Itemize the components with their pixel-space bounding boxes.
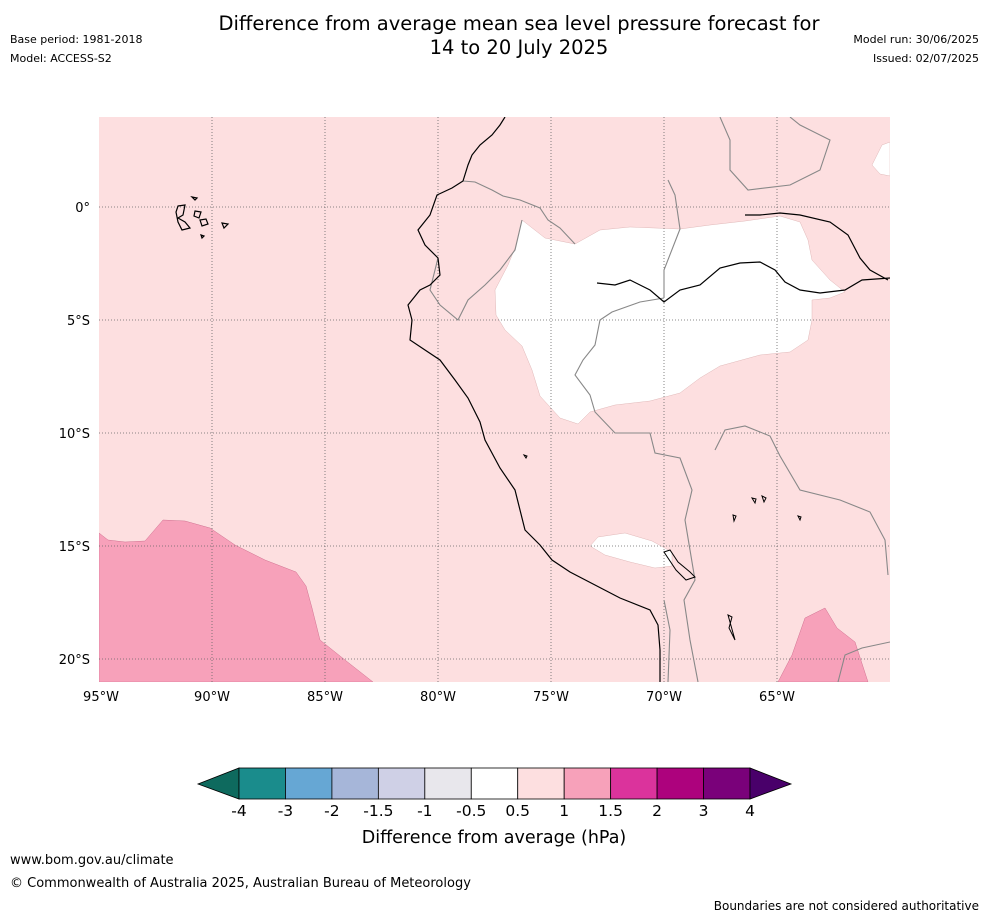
colorbar-tick-label: 2 bbox=[652, 802, 662, 820]
near-zero-region-titicaca bbox=[589, 532, 673, 569]
longitude-tick-labels: 95°W 90°W 85°W 80°W 75°W 70°W 65°W bbox=[83, 690, 795, 705]
colorbar-cell bbox=[470, 767, 519, 800]
lat-tick-label: 10°S bbox=[59, 427, 90, 442]
colorbar-tick-label: 0.5 bbox=[505, 802, 530, 820]
map-title-line-1: Difference from average mean sea level p… bbox=[218, 12, 820, 35]
colorbar-tick-labels: -4 -3 -2 -1.5 -1 -0.5 0.5 1 1.5 2 3 4 bbox=[231, 802, 755, 820]
colorbar-cell bbox=[285, 767, 333, 800]
colorbar-tick-label: 4 bbox=[745, 802, 755, 820]
map-panel bbox=[99, 117, 890, 682]
boundary-disclaimer: Boundaries are not considered authoritat… bbox=[713, 899, 979, 913]
lat-tick-label: 0° bbox=[75, 201, 90, 216]
issued-text: Issued: 02/07/2025 bbox=[872, 52, 979, 65]
base-period-text: Base period: 1981-2018 bbox=[10, 33, 143, 46]
colorbar: -4 -3 -2 -1.5 -1 -0.5 0.5 1 1.5 2 3 4 Difference fr… bbox=[196, 767, 793, 848]
lon-tick-label: 90°W bbox=[194, 690, 230, 705]
lon-tick-label: 95°W bbox=[83, 690, 119, 705]
lat-tick-label: 20°S bbox=[59, 653, 90, 668]
colorbar-tick-label: 3 bbox=[699, 802, 709, 820]
lon-tick-label: 70°W bbox=[646, 690, 682, 705]
colorbar-cell bbox=[517, 767, 565, 800]
lon-tick-label: 65°W bbox=[759, 690, 795, 705]
lon-tick-label: 80°W bbox=[420, 690, 456, 705]
colorbar-tick-label: -3 bbox=[278, 802, 293, 820]
colorbar-cell bbox=[377, 767, 426, 800]
map-gridlines bbox=[99, 117, 890, 682]
positive-anomaly-region-pacific bbox=[99, 519, 374, 682]
colorbar-tick-label: 1 bbox=[559, 802, 569, 820]
lon-tick-label: 75°W bbox=[533, 690, 569, 705]
colorbar-tick-label: -4 bbox=[231, 802, 246, 820]
model-run-text: Model run: 30/06/2025 bbox=[853, 33, 979, 46]
positive-anomaly-region-argentina bbox=[777, 607, 869, 682]
colorbar-cell bbox=[563, 767, 612, 800]
colorbar-cell bbox=[656, 767, 704, 800]
map-title-line-2: 14 to 20 July 2025 bbox=[429, 36, 609, 59]
colorbar-tick-label: -1.5 bbox=[363, 802, 393, 820]
colorbar-tick-label: 1.5 bbox=[598, 802, 623, 820]
lat-tick-label: 5°S bbox=[67, 314, 90, 329]
colorbar-tick-label: -1 bbox=[417, 802, 432, 820]
coastlines bbox=[407, 117, 890, 682]
lon-tick-label: 85°W bbox=[307, 690, 343, 705]
colorbar-cell bbox=[703, 767, 751, 800]
model-text: Model: ACCESS-S2 bbox=[10, 52, 112, 65]
colorbar-tick-label: -0.5 bbox=[456, 802, 486, 820]
lat-tick-label: 15°S bbox=[59, 540, 90, 555]
colorbar-high-extend bbox=[749, 767, 793, 800]
bom-url-link[interactable]: www.bom.gov.au/climate bbox=[10, 853, 174, 868]
colorbar-label: Difference from average (hPa) bbox=[362, 828, 627, 848]
near-zero-region-northeast bbox=[871, 141, 890, 177]
copyright-text: © Commonwealth of Australia 2025, Austra… bbox=[10, 876, 471, 891]
colorbar-low-extend bbox=[196, 767, 240, 800]
colorbar-cell bbox=[610, 767, 658, 800]
colorbar-cell bbox=[424, 767, 472, 800]
galapagos-islands bbox=[175, 196, 230, 240]
colorbar-cell bbox=[331, 767, 379, 800]
lakes bbox=[522, 454, 802, 641]
colorbar-cells bbox=[238, 767, 751, 800]
colorbar-cell bbox=[238, 767, 286, 800]
latitude-tick-labels: 0° 5°S 10°S 15°S 20°S bbox=[59, 201, 90, 668]
colorbar-tick-label: -2 bbox=[324, 802, 339, 820]
country-boundaries bbox=[429, 117, 890, 682]
